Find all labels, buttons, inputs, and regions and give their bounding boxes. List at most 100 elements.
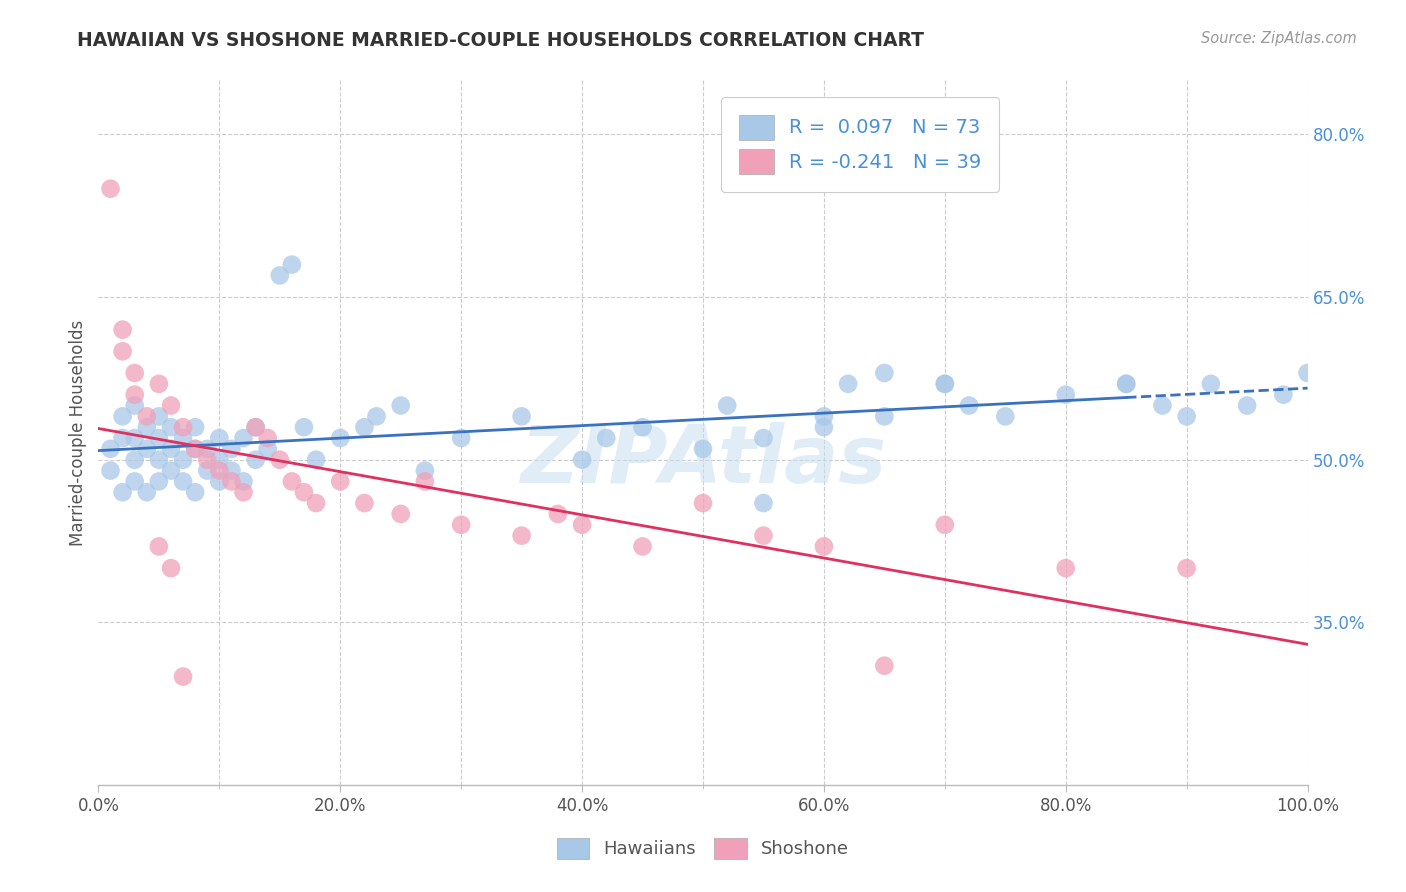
Point: [124, 399, 146, 413]
Point: [1115, 376, 1137, 391]
Point: [184, 442, 207, 456]
Point: [692, 442, 714, 456]
Point: [172, 452, 194, 467]
Point: [934, 517, 956, 532]
Point: [413, 475, 436, 489]
Point: [631, 420, 654, 434]
Point: [148, 431, 170, 445]
Point: [1152, 399, 1174, 413]
Point: [1175, 561, 1198, 575]
Point: [1272, 387, 1295, 401]
Point: [292, 420, 315, 434]
Point: [195, 464, 218, 478]
Text: ZIPAtlas: ZIPAtlas: [520, 422, 886, 500]
Point: [160, 399, 183, 413]
Point: [135, 409, 157, 424]
Point: [1175, 409, 1198, 424]
Point: [148, 540, 170, 554]
Point: [692, 496, 714, 510]
Point: [305, 452, 328, 467]
Point: [450, 517, 472, 532]
Point: [595, 431, 617, 445]
Point: [752, 528, 775, 542]
Point: [232, 431, 254, 445]
Point: [160, 420, 183, 434]
Point: [245, 452, 267, 467]
Point: [813, 420, 835, 434]
Point: [837, 376, 859, 391]
Y-axis label: Married-couple Households: Married-couple Households: [69, 319, 87, 546]
Point: [510, 528, 533, 542]
Point: [413, 464, 436, 478]
Point: [631, 540, 654, 554]
Point: [148, 409, 170, 424]
Point: [221, 475, 243, 489]
Point: [389, 399, 412, 413]
Point: [1199, 376, 1222, 391]
Point: [111, 323, 134, 337]
Point: [245, 420, 267, 434]
Point: [813, 409, 835, 424]
Point: [100, 442, 122, 456]
Point: [232, 485, 254, 500]
Point: [450, 431, 472, 445]
Point: [256, 442, 278, 456]
Point: [148, 376, 170, 391]
Point: [111, 409, 134, 424]
Point: [221, 464, 243, 478]
Point: [873, 658, 896, 673]
Point: [124, 387, 146, 401]
Point: [873, 409, 896, 424]
Point: [148, 475, 170, 489]
Point: [873, 366, 896, 380]
Point: [269, 268, 291, 283]
Point: [232, 475, 254, 489]
Point: [172, 420, 194, 434]
Point: [124, 431, 146, 445]
Point: [100, 182, 122, 196]
Point: [813, 540, 835, 554]
Point: [135, 485, 157, 500]
Point: [124, 452, 146, 467]
Point: [281, 258, 304, 272]
Point: [269, 452, 291, 467]
Point: [510, 409, 533, 424]
Point: [547, 507, 569, 521]
Point: [329, 431, 352, 445]
Point: [353, 420, 375, 434]
Text: HAWAIIAN VS SHOSHONE MARRIED-COUPLE HOUSEHOLDS CORRELATION CHART: HAWAIIAN VS SHOSHONE MARRIED-COUPLE HOUS…: [77, 31, 924, 50]
Point: [124, 475, 146, 489]
Point: [160, 464, 183, 478]
Point: [752, 496, 775, 510]
Point: [184, 420, 207, 434]
Point: [752, 431, 775, 445]
Point: [195, 452, 218, 467]
Point: [100, 464, 122, 478]
Point: [184, 442, 207, 456]
Point: [160, 442, 183, 456]
Point: [208, 464, 231, 478]
Point: [1054, 561, 1077, 575]
Point: [160, 561, 183, 575]
Point: [208, 475, 231, 489]
Point: [1236, 399, 1258, 413]
Point: [111, 485, 134, 500]
Point: [957, 399, 980, 413]
Point: [1115, 376, 1137, 391]
Point: [208, 452, 231, 467]
Point: [148, 452, 170, 467]
Point: [124, 366, 146, 380]
Point: [111, 431, 134, 445]
Point: [256, 431, 278, 445]
Point: [1054, 387, 1077, 401]
Point: [571, 452, 593, 467]
Point: [195, 442, 218, 456]
Point: [135, 442, 157, 456]
Text: Source: ZipAtlas.com: Source: ZipAtlas.com: [1201, 31, 1357, 46]
Point: [111, 344, 134, 359]
Point: [292, 485, 315, 500]
Point: [389, 507, 412, 521]
Point: [934, 376, 956, 391]
Point: [135, 420, 157, 434]
Point: [208, 431, 231, 445]
